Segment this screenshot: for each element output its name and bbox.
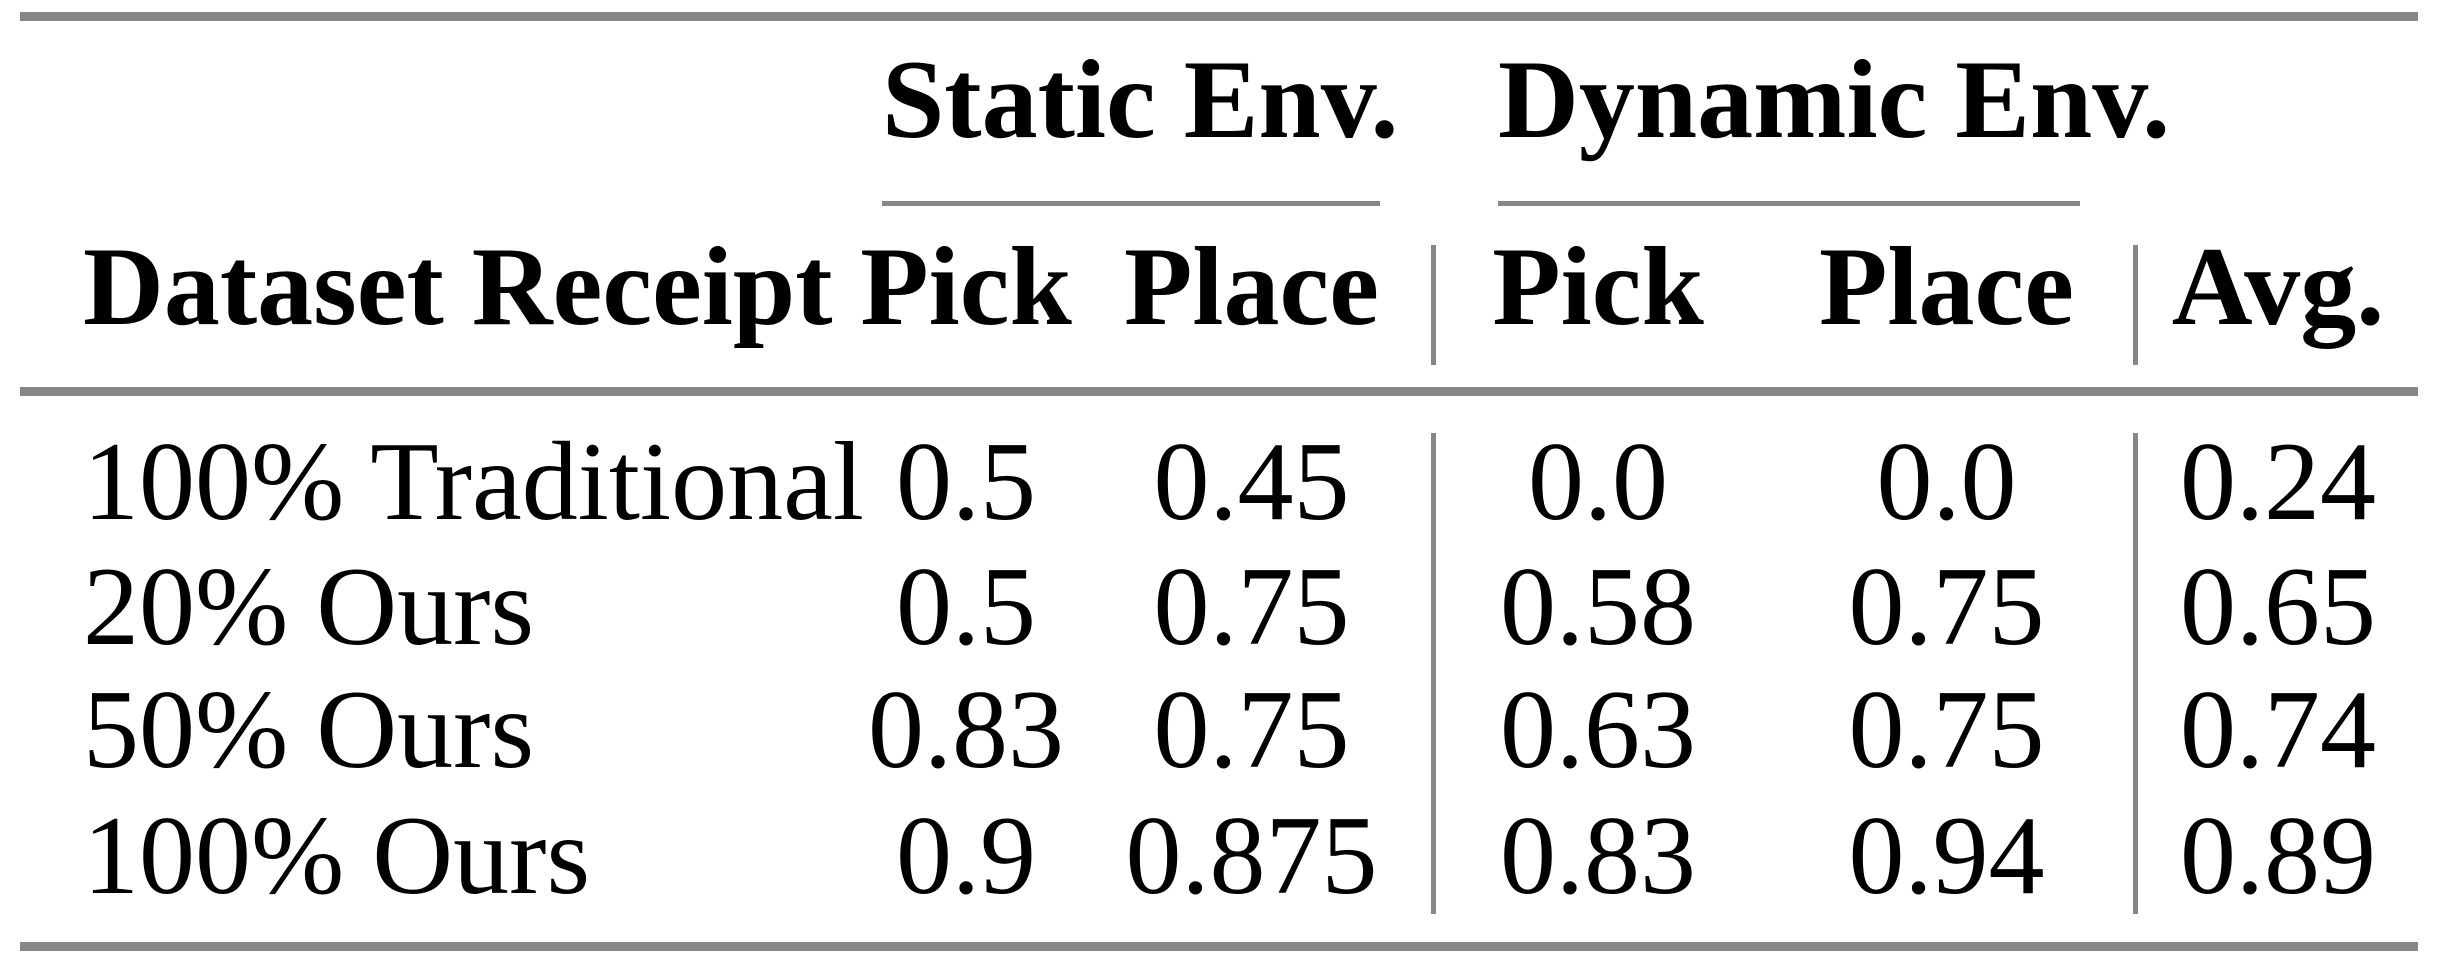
- table-header-rule: [20, 387, 2418, 396]
- table-cell: 0.5: [896, 420, 1036, 544]
- table-cell: 0.0: [1876, 420, 2017, 544]
- group-header-dynamic-env: Dynamic Env.: [1498, 38, 2171, 162]
- table-cell: 0.5: [896, 545, 1036, 669]
- table-cell: 0.83: [1500, 794, 1696, 918]
- column-header-dataset-receipt: Dataset Receipt: [83, 225, 833, 349]
- table-cell: 0.9: [896, 794, 1036, 918]
- column-header-dynamic-pick: Pick: [1492, 225, 1704, 349]
- column-header-static-place: Place: [1124, 225, 1379, 349]
- column-header-avg: Avg.: [2171, 225, 2385, 349]
- row-label: 50% Ours: [83, 668, 535, 792]
- row-label: 100% Traditional: [83, 420, 864, 544]
- table-cell: 0.0: [1528, 420, 1668, 544]
- column-separator-2-body: [2133, 433, 2138, 914]
- table-cell: 0.75: [1848, 668, 2045, 792]
- table-cell: 0.24: [2180, 420, 2376, 544]
- table-cell: 0.75: [1153, 668, 1350, 792]
- table-cell: 0.94: [1848, 794, 2045, 918]
- column-header-static-pick: Pick: [860, 225, 1072, 349]
- table-bottom-rule: [20, 942, 2418, 951]
- column-separator-1-header: [1431, 245, 1436, 365]
- column-separator-1-body: [1431, 433, 1436, 914]
- column-header-dynamic-place: Place: [1819, 225, 2074, 349]
- table-cell: 0.83: [868, 668, 1064, 792]
- row-label: 20% Ours: [83, 545, 535, 669]
- table-cell: 0.45: [1153, 420, 1350, 544]
- table-cell: 0.65: [2180, 545, 2376, 669]
- table-top-rule: [20, 12, 2418, 21]
- table-cell: 0.63: [1500, 668, 1696, 792]
- row-label: 100% Ours: [83, 794, 591, 918]
- table-cell: 0.89: [2180, 794, 2376, 918]
- table-cell: 0.74: [2180, 668, 2376, 792]
- table-cell: 0.58: [1500, 545, 1696, 669]
- group-header-static-env: Static Env.: [882, 38, 1399, 162]
- table-cell: 0.75: [1153, 545, 1350, 669]
- dynamic-env-underline: [1498, 201, 2080, 206]
- column-separator-2-header: [2133, 245, 2138, 365]
- static-env-underline: [882, 201, 1380, 206]
- table-cell: 0.75: [1848, 545, 2045, 669]
- table-cell: 0.875: [1125, 794, 1378, 918]
